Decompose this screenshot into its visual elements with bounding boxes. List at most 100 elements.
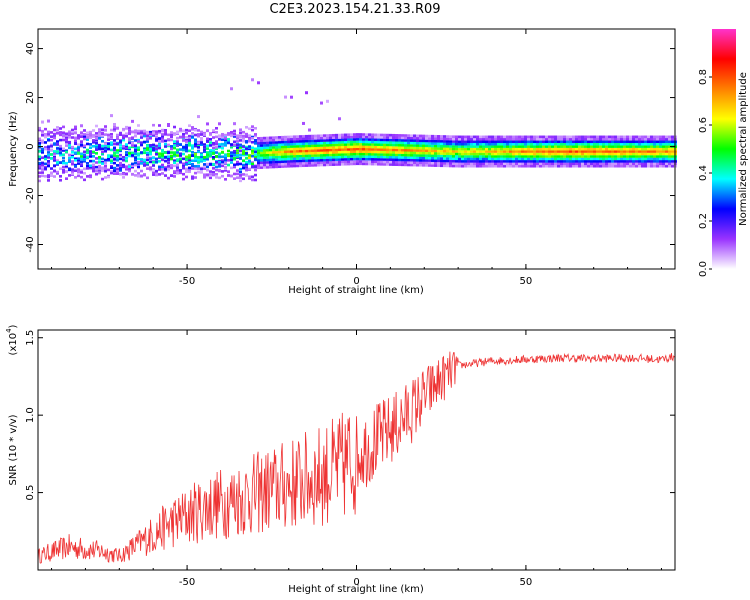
heatmap-cell — [386, 163, 389, 166]
heatmap-cell — [236, 154, 239, 157]
heatmap-cell — [74, 142, 77, 146]
heatmap-cell — [584, 150, 587, 153]
heatmap-cell — [536, 150, 539, 153]
heatmap-cell — [368, 160, 371, 163]
heatmap-cell — [95, 146, 98, 149]
heatmap-cell — [38, 166, 41, 170]
heatmap-cell — [527, 137, 530, 141]
heatmap-cell — [269, 156, 272, 159]
heatmap-cell — [110, 159, 113, 163]
heatmap-cell — [440, 152, 443, 155]
heatmap-cell — [173, 175, 176, 178]
colorbar-tick-label: 0.8 — [698, 69, 709, 85]
heatmap-cell — [452, 137, 455, 141]
heatmap-cell — [155, 169, 158, 173]
heatmap-cell — [551, 142, 554, 146]
heatmap-cell — [488, 160, 491, 163]
heatmap-cell — [602, 145, 605, 148]
heatmap-cell — [50, 148, 53, 152]
heatmap-cell — [305, 164, 308, 167]
heatmap-cell — [395, 141, 398, 144]
heatmap-cell — [41, 163, 44, 167]
heatmap-cell — [473, 145, 476, 148]
heatmap-cell — [473, 157, 476, 161]
heatmap-cell — [65, 177, 68, 180]
heatmap-cell — [527, 160, 530, 163]
heatmap-cell — [182, 172, 185, 176]
heatmap-cell — [329, 151, 332, 154]
heatmap-cell — [95, 148, 98, 151]
heatmap-cell — [536, 142, 539, 146]
heatmap-cell — [263, 151, 266, 155]
heatmap-cell — [191, 135, 194, 138]
heatmap-cell — [194, 144, 197, 148]
heatmap-cell — [122, 155, 125, 159]
heatmap-cell — [215, 140, 218, 143]
heatmap-cell — [218, 155, 221, 158]
heatmap-cell — [146, 161, 149, 165]
heatmap-cell — [617, 155, 620, 158]
heatmap-cell — [368, 140, 371, 144]
heatmap-cell — [68, 153, 71, 157]
heatmap-cell — [158, 131, 161, 135]
heatmap-cell — [167, 155, 170, 158]
heatmap-cell — [653, 162, 656, 166]
heatmap-cell — [539, 145, 542, 148]
heatmap-cell — [44, 133, 47, 137]
heatmap-cell — [614, 140, 617, 144]
heatmap-cell — [389, 133, 392, 137]
heatmap-cell — [164, 142, 167, 146]
heatmap-cell — [317, 151, 320, 155]
heatmap-cell — [362, 152, 365, 156]
heatmap-cell — [377, 158, 380, 161]
heatmap-cell — [464, 164, 467, 168]
heatmap-cell — [200, 160, 203, 163]
heatmap-cell — [299, 137, 302, 141]
heatmap-cell — [98, 137, 101, 140]
heatmap-cell — [179, 157, 182, 161]
heatmap-cell — [596, 160, 599, 163]
heatmap-cell — [551, 150, 554, 153]
heatmap-cell — [485, 155, 488, 158]
heatmap-cell — [440, 159, 443, 163]
heatmap-cell — [218, 134, 221, 138]
heatmap-cell — [215, 151, 218, 154]
heatmap-cell — [494, 160, 497, 163]
heatmap-cell — [470, 140, 473, 144]
heatmap-cell — [413, 139, 416, 142]
colorbar-bar — [712, 29, 736, 269]
heatmap-cell — [233, 163, 236, 167]
heatmap-cell — [599, 145, 602, 148]
heatmap-cell — [116, 170, 119, 174]
heatmap-cell — [161, 167, 164, 171]
heatmap-cell — [293, 147, 296, 151]
heatmap-cell — [653, 157, 656, 161]
heatmap-cell — [125, 172, 128, 176]
heatmap-cell — [167, 138, 170, 141]
heatmap-cell — [641, 147, 644, 151]
heatmap-cell — [515, 147, 518, 151]
heatmap-cell — [506, 145, 509, 148]
heatmap-cell — [509, 164, 512, 168]
heatmap-cell — [500, 137, 503, 141]
heatmap-cell — [77, 159, 80, 162]
heatmap-cell — [587, 137, 590, 141]
heatmap-cell — [434, 137, 437, 140]
heatmap-cell — [53, 169, 56, 173]
heatmap-cell — [380, 133, 383, 137]
heatmap-cell — [530, 137, 533, 141]
heatmap-cell — [554, 157, 557, 161]
heatmap-cell — [146, 151, 149, 155]
heatmap-cell — [320, 139, 323, 142]
heatmap-cell — [338, 148, 341, 152]
heatmap-cell — [44, 146, 47, 149]
heatmap-cell — [62, 134, 65, 138]
heatmap-cell — [467, 160, 470, 163]
heatmap-cell — [575, 147, 578, 151]
heatmap-cell — [356, 152, 359, 156]
heatmap-cell — [239, 170, 242, 174]
heatmap-cell — [461, 162, 464, 166]
heatmap-cell — [647, 145, 650, 148]
heatmap-cell — [668, 142, 671, 146]
heatmap-cell — [206, 137, 209, 141]
